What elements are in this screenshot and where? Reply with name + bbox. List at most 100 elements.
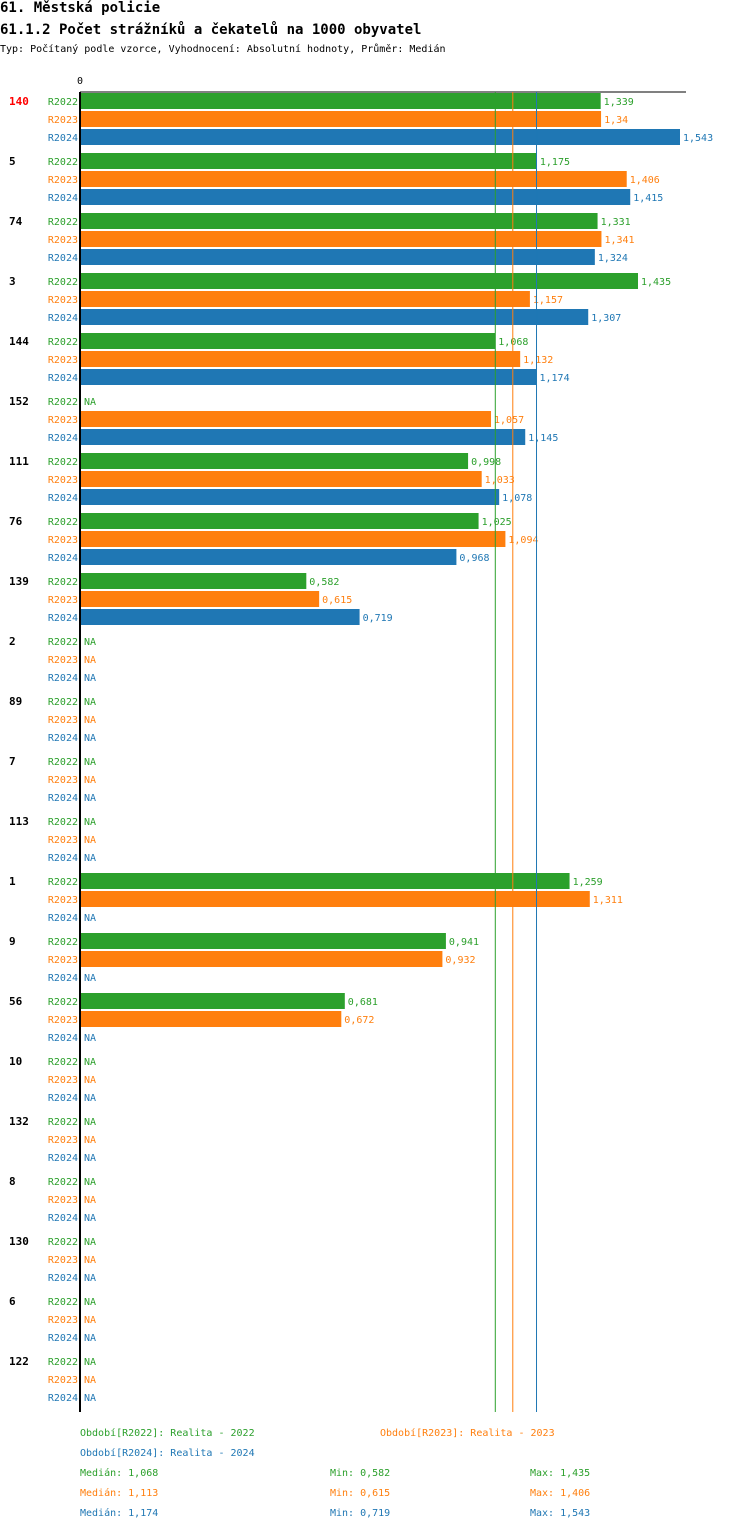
na-label: NA xyxy=(84,1033,96,1044)
category-label: 122 xyxy=(9,1355,29,1368)
value-label: 0,672 xyxy=(344,1015,374,1026)
value-label: 1,406 xyxy=(630,175,660,186)
series-label: R2024 xyxy=(48,133,78,144)
series-label: R2024 xyxy=(48,1213,78,1224)
series-label: R2024 xyxy=(48,973,78,984)
series-label: R2024 xyxy=(48,613,78,624)
na-label: NA xyxy=(84,697,96,708)
na-label: NA xyxy=(84,673,96,684)
value-label: 1,311 xyxy=(593,895,623,906)
bar xyxy=(80,111,602,127)
bar xyxy=(80,573,307,589)
value-label: 1,025 xyxy=(482,517,512,528)
value-label: 1,068 xyxy=(498,337,528,348)
category-label: 89 xyxy=(9,695,22,708)
na-label: NA xyxy=(84,1237,96,1248)
series-label: R2022 xyxy=(48,1057,78,1068)
series-label: R2022 xyxy=(48,157,78,168)
legend-period-r2024: Období[R2024]: Realita - 2024 xyxy=(80,1448,255,1459)
series-label: R2022 xyxy=(48,397,78,408)
series-label: R2024 xyxy=(48,1033,78,1044)
legend-min-r2023: Min: 0,615 xyxy=(330,1488,391,1499)
series-label: R2023 xyxy=(48,1375,78,1386)
bar xyxy=(80,129,680,145)
value-label: 0,681 xyxy=(348,997,378,1008)
na-label: NA xyxy=(84,817,96,828)
na-label: NA xyxy=(84,1297,96,1308)
category-label: 1 xyxy=(9,875,16,888)
value-label: 1,132 xyxy=(523,355,553,366)
value-label: 1,415 xyxy=(633,193,663,204)
series-label: R2023 xyxy=(48,895,78,906)
category-label: 2 xyxy=(9,635,16,648)
series-label: R2022 xyxy=(48,1117,78,1128)
value-label: 1,175 xyxy=(540,157,570,168)
na-label: NA xyxy=(84,1213,96,1224)
series-label: R2023 xyxy=(48,115,78,126)
bar-chart: 0 140 R2022 1,339 R2023 1,34 R2024 1,543 5 R2022 1… xyxy=(9,76,713,1412)
series-label: R2023 xyxy=(48,835,78,846)
na-label: NA xyxy=(84,1117,96,1128)
value-label: 1,174 xyxy=(540,373,570,384)
series-label: R2024 xyxy=(48,913,78,924)
value-label: 1,324 xyxy=(598,253,628,264)
series-label: R2024 xyxy=(48,313,78,324)
series-label: R2024 xyxy=(48,253,78,264)
series-label: R2023 xyxy=(48,775,78,786)
bar xyxy=(80,591,320,607)
bar xyxy=(80,153,537,169)
series-label: R2024 xyxy=(48,733,78,744)
series-label: R2023 xyxy=(48,1255,78,1266)
series-label: R2022 xyxy=(48,817,78,828)
chart-meta: Typ: Počítaný podle vzorce, Vyhodnocení:… xyxy=(0,44,446,55)
bar xyxy=(80,549,457,565)
legend-max-r2024: Max: 1,543 xyxy=(530,1508,591,1519)
series-label: R2023 xyxy=(48,1075,78,1086)
series-label: R2024 xyxy=(48,793,78,804)
bar xyxy=(80,993,345,1009)
series-label: R2022 xyxy=(48,517,78,528)
series-label: R2024 xyxy=(48,193,78,204)
series-label: R2022 xyxy=(48,97,78,108)
series-label: R2024 xyxy=(48,553,78,564)
bar xyxy=(80,189,631,205)
value-label: 0,719 xyxy=(363,613,393,624)
na-label: NA xyxy=(84,655,96,666)
na-label: NA xyxy=(84,835,96,846)
bar xyxy=(80,453,469,469)
series-label: R2023 xyxy=(48,535,78,546)
series-label: R2022 xyxy=(48,637,78,648)
series-label: R2022 xyxy=(48,997,78,1008)
value-label: 1,435 xyxy=(641,277,671,288)
value-label: 0,615 xyxy=(322,595,352,606)
series-label: R2022 xyxy=(48,217,78,228)
na-label: NA xyxy=(84,1375,96,1386)
category-label: 9 xyxy=(9,935,16,948)
bar xyxy=(80,369,537,385)
na-label: NA xyxy=(84,853,96,864)
bar xyxy=(80,249,595,265)
category-label: 152 xyxy=(9,395,29,408)
value-label: 1,339 xyxy=(604,97,634,108)
series-label: R2022 xyxy=(48,1237,78,1248)
na-label: NA xyxy=(84,1333,96,1344)
na-label: NA xyxy=(84,913,96,924)
category-label: 3 xyxy=(9,275,16,288)
bar xyxy=(80,531,506,547)
value-label: 0,582 xyxy=(309,577,339,588)
na-label: NA xyxy=(84,733,96,744)
na-label: NA xyxy=(84,1153,96,1164)
bar xyxy=(80,489,500,505)
value-label: 0,998 xyxy=(471,457,501,468)
value-label: 1,543 xyxy=(683,133,713,144)
na-label: NA xyxy=(84,1315,96,1326)
na-label: NA xyxy=(84,1195,96,1206)
chart-title: 61. Městská policie xyxy=(0,0,161,16)
series-label: R2024 xyxy=(48,1333,78,1344)
series-label: R2022 xyxy=(48,1297,78,1308)
series-label: R2023 xyxy=(48,175,78,186)
na-label: NA xyxy=(84,397,96,408)
series-label: R2022 xyxy=(48,937,78,948)
legend-max-r2023: Max: 1,406 xyxy=(530,1488,591,1499)
bar xyxy=(80,213,598,229)
